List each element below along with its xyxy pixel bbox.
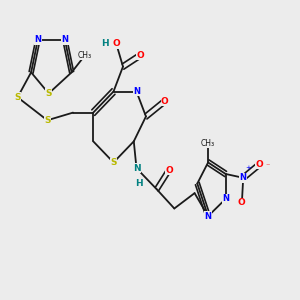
- Text: O: O: [112, 39, 120, 48]
- Text: +: +: [246, 165, 252, 171]
- Text: N: N: [133, 164, 140, 173]
- Text: N: N: [222, 194, 229, 203]
- Text: S: S: [44, 116, 51, 125]
- Text: N: N: [34, 35, 41, 44]
- Text: O: O: [238, 198, 246, 207]
- Text: N: N: [205, 212, 212, 221]
- Text: S: S: [110, 158, 117, 167]
- Text: CH₃: CH₃: [78, 51, 92, 60]
- Text: H: H: [135, 179, 143, 188]
- Text: S: S: [45, 89, 52, 98]
- Text: N: N: [240, 173, 247, 182]
- Text: S: S: [14, 93, 21, 102]
- Text: N: N: [61, 35, 68, 44]
- Text: O: O: [165, 166, 173, 175]
- Text: ⁻: ⁻: [266, 162, 270, 171]
- Text: O: O: [137, 51, 144, 60]
- Text: CH₃: CH₃: [201, 139, 215, 148]
- Text: N: N: [133, 87, 140, 96]
- Text: O: O: [161, 97, 169, 106]
- Text: H: H: [102, 39, 109, 48]
- Text: O: O: [256, 160, 263, 169]
